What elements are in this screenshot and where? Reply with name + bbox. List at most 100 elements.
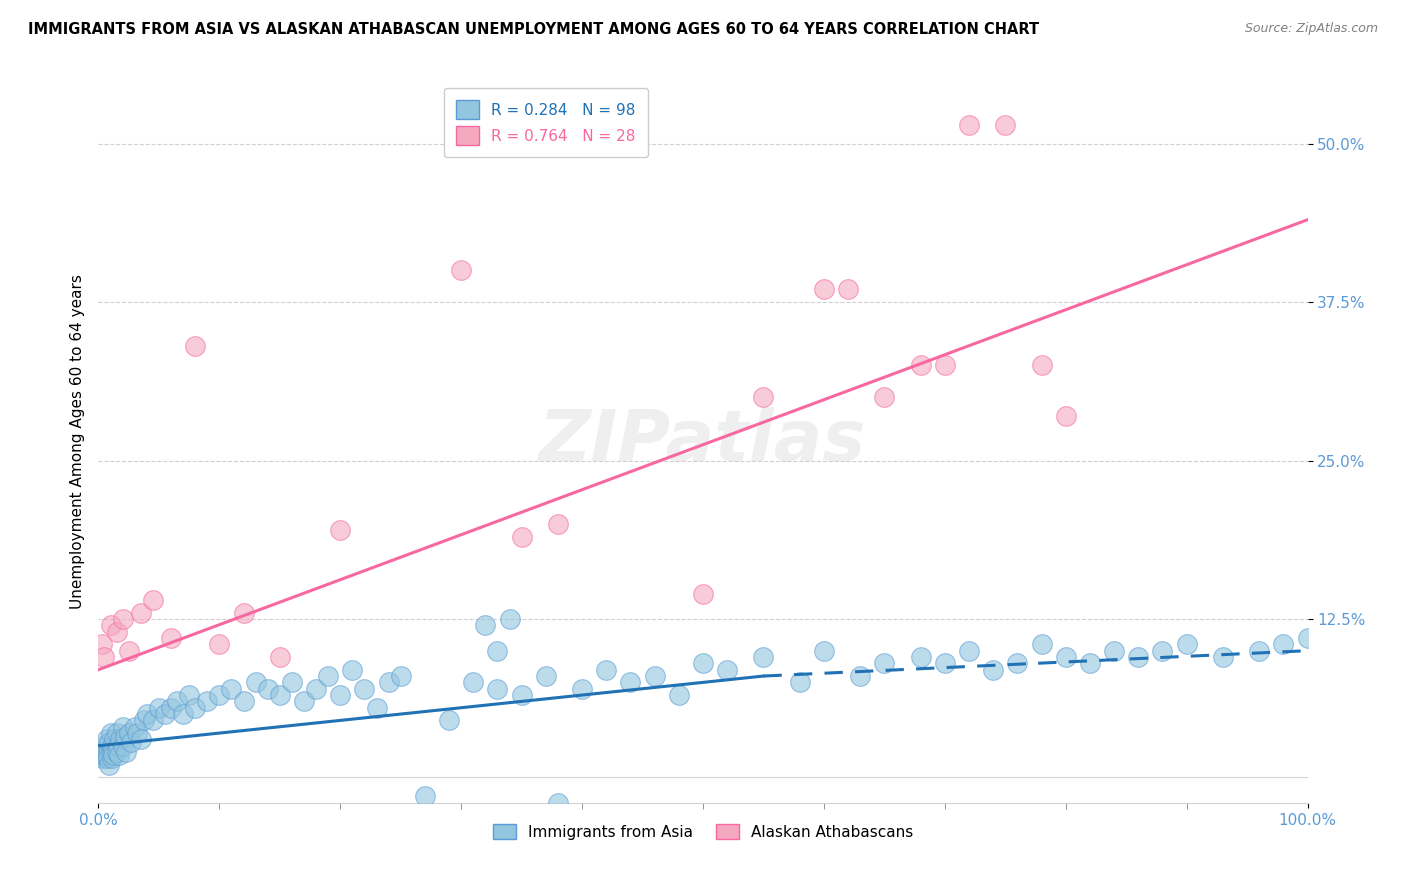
Point [981,663,1004,677]
Point [789,675,811,690]
Point [111,720,134,734]
Point [1249,643,1271,657]
Point [96,732,118,747]
Point [329,688,352,702]
Point [100,745,122,759]
Point [873,657,896,671]
Point [752,390,775,404]
Point [1007,657,1029,671]
Point [103,732,125,747]
Point [849,669,872,683]
Point [256,681,278,696]
Point [269,650,291,665]
Point [160,631,183,645]
Point [413,789,436,804]
Point [114,730,136,744]
Point [910,359,932,373]
Point [910,650,932,665]
Point [1152,643,1174,657]
Point [1054,650,1077,665]
Point [221,681,243,696]
Point [101,742,124,756]
Point [873,390,896,404]
Point [389,669,412,683]
Point [316,669,339,683]
Point [377,675,399,690]
Point [91,637,114,651]
Point [1054,409,1077,424]
Point [107,739,129,753]
Point [98,735,121,749]
Point [837,282,859,296]
Point [100,618,122,632]
Point [111,612,134,626]
Point [957,118,980,132]
Point [692,657,714,671]
Point [463,675,485,690]
Legend: Immigrants from Asia, Alaskan Athabascans: Immigrants from Asia, Alaskan Athabascan… [486,818,920,846]
Point [160,700,183,714]
Point [486,643,509,657]
Point [94,742,117,756]
Point [208,637,231,651]
Point [1272,637,1295,651]
Point [232,694,254,708]
Point [91,751,114,765]
Point [93,739,115,753]
Point [166,694,188,708]
Text: ZIPatlas: ZIPatlas [540,407,866,476]
Point [716,663,738,677]
Y-axis label: Unemployment Among Ages 60 to 64 years: Unemployment Among Ages 60 to 64 years [69,274,84,609]
Point [510,688,533,702]
Point [498,612,520,626]
Point [118,643,141,657]
Point [1031,637,1053,651]
Point [124,720,146,734]
Point [547,796,569,810]
Point [692,587,714,601]
Point [118,726,141,740]
Point [97,751,120,765]
Point [100,751,122,765]
Point [547,516,569,531]
Point [595,663,617,677]
Point [366,700,388,714]
Point [510,530,533,544]
Point [142,593,165,607]
Point [94,751,117,765]
Point [245,675,267,690]
Point [934,657,956,671]
Point [1078,657,1101,671]
Point [93,650,115,665]
Point [120,735,142,749]
Point [101,747,124,762]
Point [179,688,201,702]
Point [208,688,231,702]
Point [450,263,472,277]
Point [129,732,152,747]
Point [96,747,118,762]
Point [934,359,956,373]
Point [342,663,364,677]
Point [305,681,328,696]
Point [619,675,641,690]
Point [129,606,152,620]
Point [644,669,666,683]
Point [195,694,218,708]
Point [115,745,138,759]
Point [105,624,128,639]
Point [474,618,496,632]
Point [184,339,207,353]
Point [105,745,128,759]
Point [134,714,156,728]
Point [994,118,1017,132]
Point [91,745,114,759]
Text: IMMIGRANTS FROM ASIA VS ALASKAN ATHABASCAN UNEMPLOYMENT AMONG AGES 60 TO 64 YEAR: IMMIGRANTS FROM ASIA VS ALASKAN ATHABASC… [28,22,1039,37]
Text: Source: ZipAtlas.com: Source: ZipAtlas.com [1244,22,1378,36]
Point [127,726,149,740]
Point [1031,359,1053,373]
Point [486,681,509,696]
Point [957,643,980,657]
Point [329,523,352,537]
Point [172,707,194,722]
